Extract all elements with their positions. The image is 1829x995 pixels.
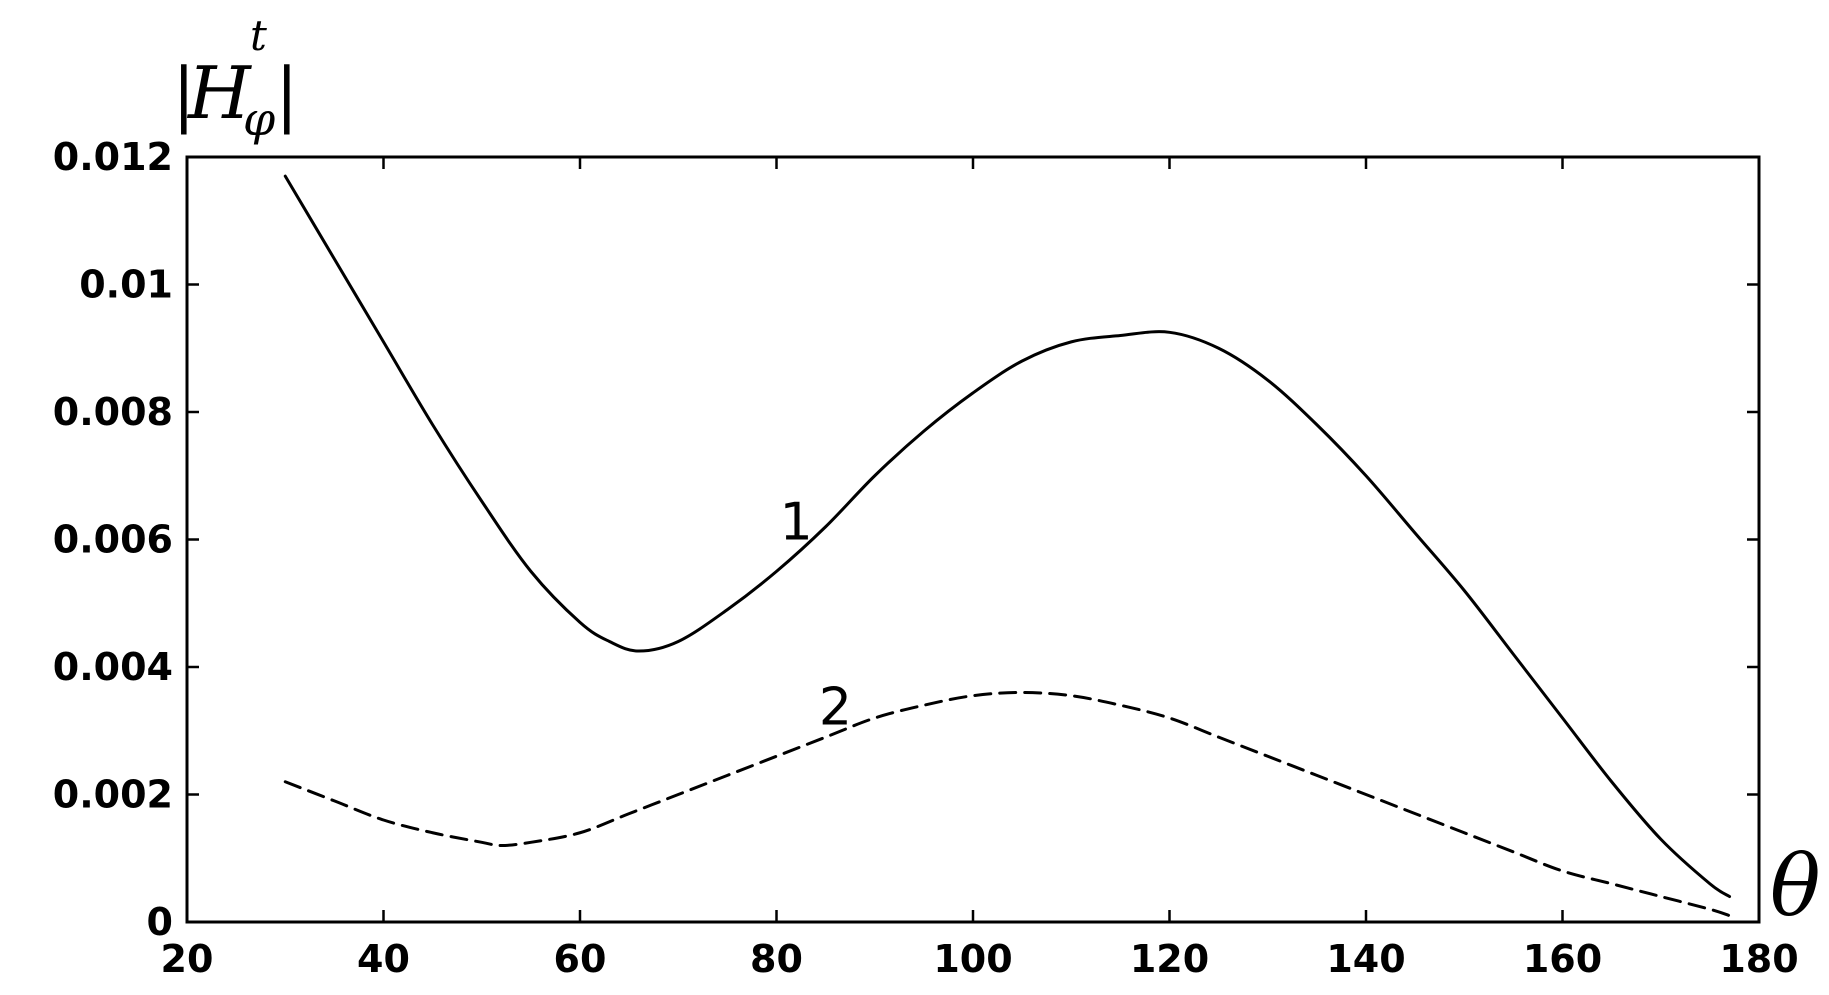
y-axis-label: | H t φ | [172,11,299,146]
y-tick-label: 0.008 [53,390,173,434]
x-tick-label: 40 [357,937,410,981]
y-tick-label: 0.002 [53,773,173,817]
y-tick-label: 0 [147,900,173,944]
curve-labels: 12 [780,493,852,738]
y-axis-label-bar-left: | [172,53,196,135]
x-tick-label: 180 [1719,937,1798,981]
y-tick-label: 0.006 [53,518,173,562]
x-tick-label: 20 [161,937,214,981]
plot-frame [185,155,1761,924]
y-axis-label-superscript: t [250,11,267,60]
x-tick-label: 100 [933,937,1012,981]
y-axis-label-bar-right: | [275,53,299,135]
series-line-2 [283,691,1732,918]
y-tick-label: 0.004 [53,645,173,689]
x-tick-label: 60 [554,937,607,981]
y-tick-label: 0.01 [79,263,173,307]
y-axis-label-subscript: φ [243,92,276,146]
curve-label-1: 1 [780,493,813,553]
x-tick-label: 140 [1326,937,1405,981]
x-tick-label: 160 [1523,937,1602,981]
y-ticks: 0 0.002 0.004 0.006 0.008 0.01 0.012 [53,135,1759,944]
curve-label-2: 2 [819,677,852,737]
x-axis-label: θ [1770,837,1821,935]
x-ticks: 20 40 60 80 100 120 140 160 180 [161,157,1799,981]
series-lines [283,174,1732,918]
x-tick-label: 80 [750,937,803,981]
y-tick-label: 0.012 [53,135,173,179]
series-line-1 [283,174,1732,898]
y-axis-label-base: H [186,51,252,135]
x-tick-label: 120 [1130,937,1209,981]
